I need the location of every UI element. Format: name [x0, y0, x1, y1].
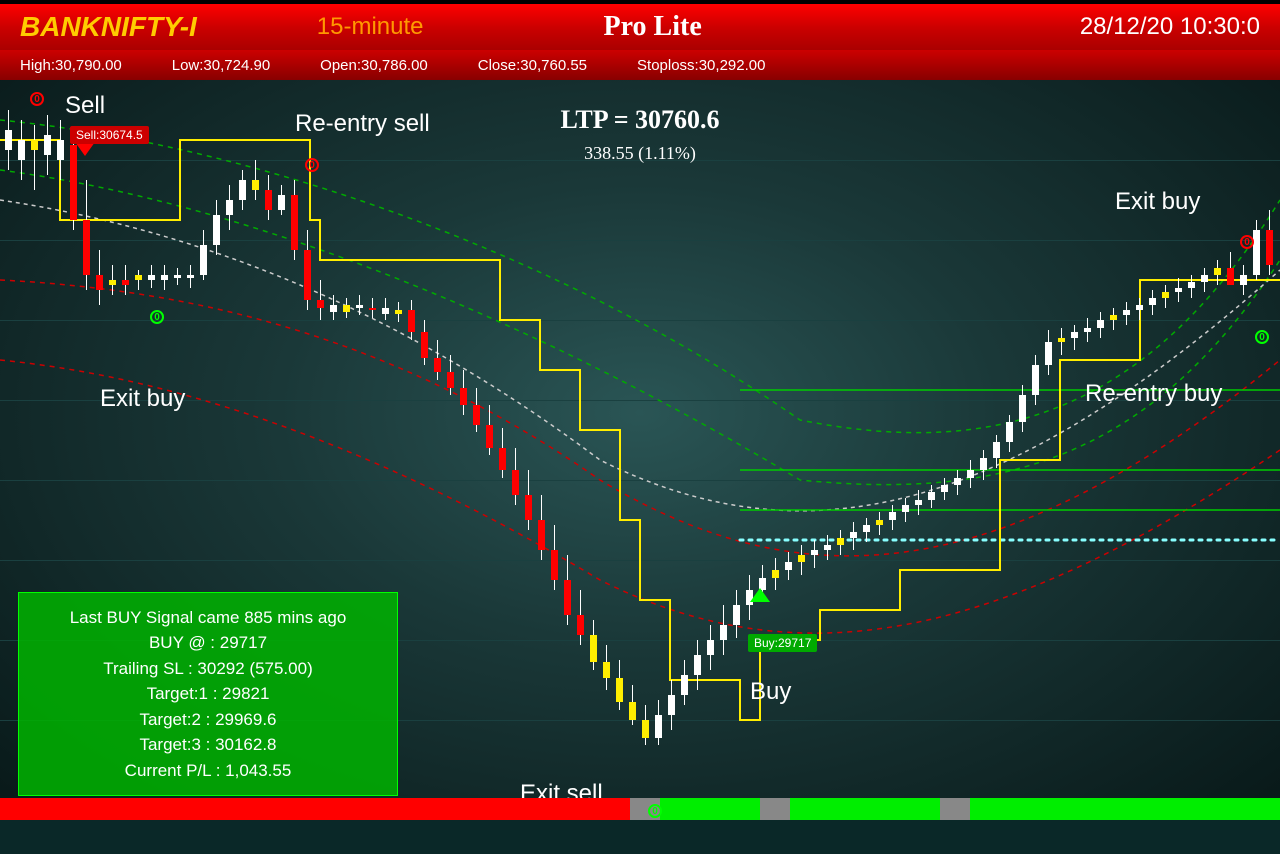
trend-segment — [0, 798, 400, 820]
high-value: High:30,790.00 — [20, 57, 122, 74]
gridline — [0, 240, 1280, 241]
trend-segment — [940, 798, 970, 820]
info-box-line: Target:2 : 29969.6 — [35, 707, 381, 733]
sell-arrow-icon — [75, 142, 95, 156]
datetime-label: 28/12/20 10:30:0 — [1080, 13, 1260, 41]
info-box-line: Last BUY Signal came 885 mins ago — [35, 605, 381, 631]
buy-signal-icon: 0 — [150, 310, 164, 324]
annotation-label: Sell — [65, 92, 105, 120]
info-box-line: Target:1 : 29821 — [35, 681, 381, 707]
sell-signal-icon: 0 — [305, 158, 319, 172]
buy-trade-label: Buy:29717 — [748, 634, 817, 652]
timeframe-label: 15-minute — [317, 13, 424, 41]
chart-canvas[interactable]: LTP = 30760.6 338.55 (1.11%) Sell Re-entr… — [0, 80, 1280, 820]
buy-signal-icon: 0 — [1255, 330, 1269, 344]
trend-strip — [0, 798, 1280, 820]
info-box-line: Trailing SL : 30292 (575.00) — [35, 656, 381, 682]
trend-segment — [790, 798, 940, 820]
trend-segment — [660, 798, 760, 820]
info-box-line: Current P/L : 1,043.55 — [35, 758, 381, 784]
ohlc-bar: High:30,790.00 Low:30,724.90 Open:30,786… — [0, 50, 1280, 80]
low-value: Low:30,724.90 — [172, 57, 270, 74]
gridline — [0, 560, 1280, 561]
gridline — [0, 320, 1280, 321]
strip-signal-icon: 0 — [648, 804, 662, 818]
annotation-label: Re-entry sell — [295, 110, 430, 138]
signal-info-box: Last BUY Signal came 885 mins agoBUY @ :… — [18, 592, 398, 797]
trend-segment — [970, 798, 1280, 820]
symbol-label: BANKNIFTY-I — [20, 11, 197, 43]
annotation-label: Re-entry buy — [1085, 380, 1222, 408]
info-box-line: BUY @ : 29717 — [35, 630, 381, 656]
sell-signal-icon: 0 — [30, 92, 44, 106]
ltp-change: 338.55 (1.11%) — [560, 143, 719, 164]
sell-trade-label: Sell:30674.5 — [70, 126, 149, 144]
brand-label: Pro Lite — [604, 11, 702, 43]
annotation-label: Exit buy — [1115, 188, 1200, 216]
close-value: Close:30,760.55 — [478, 57, 587, 74]
stoploss-value: Stoploss:30,292.00 — [637, 57, 765, 74]
trend-segment — [400, 798, 630, 820]
gridline — [0, 480, 1280, 481]
annotation-label: Exit buy — [100, 385, 185, 413]
annotation-label: Buy — [750, 678, 791, 706]
info-box-line: Target:3 : 30162.8 — [35, 732, 381, 758]
ltp-value: LTP = 30760.6 — [560, 105, 719, 135]
header-bar: BANKNIFTY-I 15-minute Pro Lite 28/12/20 … — [0, 0, 1280, 50]
open-value: Open:30,786.00 — [320, 57, 428, 74]
sell-signal-icon: 0 — [1240, 235, 1254, 249]
ltp-display: LTP = 30760.6 338.55 (1.11%) — [560, 105, 719, 164]
buy-arrow-icon — [750, 588, 770, 602]
trend-segment — [760, 798, 790, 820]
